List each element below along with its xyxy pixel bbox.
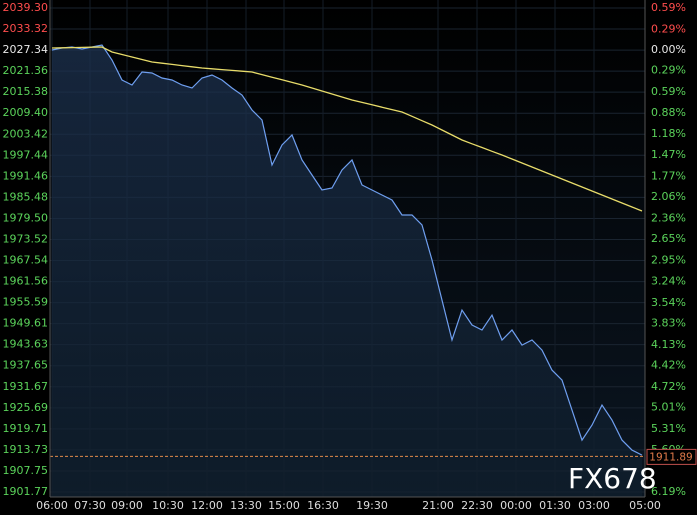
y2-tick-label: 2.95%	[651, 254, 686, 267]
y-tick-label: 1937.65	[3, 359, 49, 372]
line	[51, 44, 643, 456]
y2-tick-label: 0.29%	[651, 64, 686, 77]
x-tick-label: 19:30	[356, 499, 388, 512]
y2-tick-label: 0.29%	[651, 22, 686, 35]
x-tick-label: 09:00	[111, 499, 143, 512]
y2-tick-label: 4.72%	[651, 380, 686, 393]
y2-tick-label: 1.18%	[651, 127, 686, 140]
y-tick-label: 1925.69	[3, 401, 49, 414]
last-price-label: 1911.89	[649, 451, 692, 463]
last-price-box	[646, 448, 697, 465]
y2-tick-label: 0.59%	[651, 1, 686, 14]
x-tick-label: 05:00	[629, 499, 661, 512]
y-tick-label: 1919.71	[3, 422, 49, 435]
y-tick-label: 1943.63	[3, 338, 49, 351]
y-tick-label: 1931.67	[3, 380, 49, 393]
x-tick-label: 00:00	[500, 499, 532, 512]
y2-tick-label: 5.31%	[651, 422, 686, 435]
y-tick-label: 1979.50	[3, 211, 49, 224]
x-tick-label: 01:30	[539, 499, 571, 512]
y-tick-label: 1985.48	[3, 190, 49, 203]
x-tick-label: 06:00	[36, 499, 68, 512]
y2-tick-label: 1.47%	[651, 148, 686, 161]
y-tick-label: 1901.77	[3, 485, 49, 498]
y-tick-label: 2027.34	[3, 43, 49, 56]
watermark: FX678	[568, 462, 657, 495]
y-tick-label: 1967.54	[3, 254, 49, 267]
y-tick-label: 1991.46	[3, 169, 49, 182]
y-tick-label: 2015.38	[3, 85, 49, 98]
y2-tick-label: 2.06%	[651, 190, 686, 203]
x-tick-label: 13:30	[230, 499, 262, 512]
y-tick-label: 2021.36	[3, 64, 49, 77]
y2-tick-label: 0.59%	[651, 85, 686, 98]
line	[51, 46, 643, 212]
labels: 2039.30 2033.32 2027.34 2021.36 2015.38 2009.…	[3, 1, 697, 512]
x-tick-label: 16:30	[307, 499, 339, 512]
y2-tick-label: 4.13%	[651, 338, 686, 351]
y2-tick-label: 5.01%	[651, 401, 686, 414]
y-tick-label: 1913.73	[3, 443, 49, 456]
area	[52, 45, 642, 497]
x-tick-label: 22:30	[461, 499, 493, 512]
y-tick-label: 2009.40	[3, 106, 49, 119]
x-tick-label: 15:00	[268, 499, 300, 512]
x-tick-label: 07:30	[74, 499, 106, 512]
y2-tick-label: 0.00%	[651, 43, 686, 56]
y-tick-label: 1955.59	[3, 296, 49, 309]
y2-tick-label: 2.36%	[651, 212, 686, 225]
y2-tick-label: 3.54%	[651, 296, 686, 309]
y-tick-label: 1997.44	[3, 148, 49, 161]
y2-tick-label: 3.83%	[651, 316, 686, 329]
y2-tick-label: 1.77%	[651, 169, 686, 182]
y-tick-label: 1907.75	[3, 464, 49, 477]
x-tick-label: 12:00	[191, 499, 223, 512]
x-tick-label: 10:30	[152, 499, 184, 512]
y-tick-label: 2033.32	[3, 22, 49, 35]
y-tick-label: 1949.61	[3, 317, 49, 330]
y2-tick-label: 0.88%	[651, 106, 686, 119]
y-tick-label: 2003.42	[3, 127, 49, 140]
y2-tick-label: 3.24%	[651, 274, 686, 287]
x-tick-label: 21:00	[422, 499, 454, 512]
y2-tick-label: 4.42%	[651, 359, 686, 372]
y-tick-label: 2039.30	[3, 1, 49, 14]
y-tick-label: 1961.56	[3, 275, 49, 288]
y-tick-label: 1973.52	[3, 232, 49, 245]
y2-tick-label: 6.19%	[651, 485, 686, 498]
marks	[50, 44, 645, 497]
y2-tick-label: 2.65%	[651, 232, 686, 245]
x-tick-label: 03:00	[578, 499, 610, 512]
